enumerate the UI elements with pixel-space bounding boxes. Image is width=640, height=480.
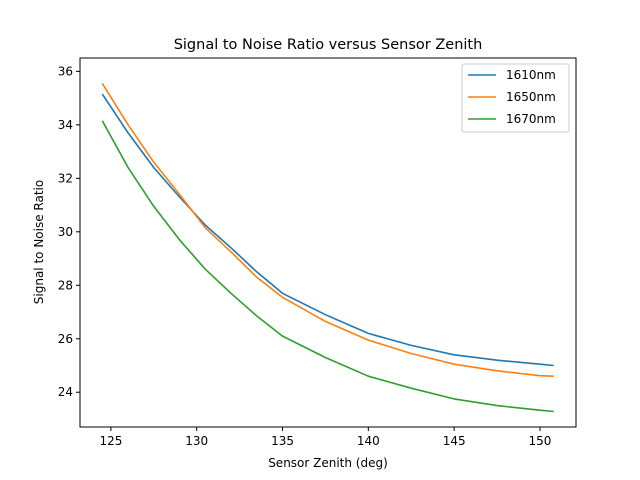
plot-area-frame: [79, 57, 577, 428]
legend-label-1650nm: 1650nm: [506, 90, 556, 104]
y-tick-label: 28: [58, 278, 73, 292]
axis-ticks: 125 130 135 140 145 150 24 26 28 30 32 34 36: [58, 64, 552, 448]
x-tick-label: 145: [443, 434, 466, 448]
series-line-1610nm: [101, 93, 554, 367]
legend-label-1610nm: 1610nm: [506, 68, 556, 82]
y-tick-label: 32: [58, 171, 73, 185]
y-tick-label: 24: [58, 385, 73, 399]
y-tick-label: 26: [58, 332, 73, 346]
x-tick-label: 150: [529, 434, 552, 448]
chart-title: Signal to Noise Ratio versus Sensor Zeni…: [174, 37, 483, 53]
series-line-1650nm: [101, 82, 554, 377]
x-axis-label: Sensor Zenith (deg): [268, 456, 388, 470]
y-tick-label: 34: [58, 118, 73, 132]
series-line-1670nm: [101, 120, 554, 413]
plot-lines: [101, 82, 554, 413]
x-tick-label: 135: [271, 434, 294, 448]
y-axis-label: Signal to Noise Ratio: [32, 180, 46, 304]
y-tick-label: 36: [58, 64, 73, 78]
x-tick-label: 130: [185, 434, 208, 448]
legend-label-1670nm: 1670nm: [506, 112, 556, 126]
x-tick-label: 140: [357, 434, 380, 448]
y-tick-label: 30: [58, 225, 73, 239]
legend: 1610nm 1650nm 1670nm: [461, 63, 570, 133]
x-tick-label: 125: [99, 434, 122, 448]
legend-frame: [461, 63, 570, 133]
